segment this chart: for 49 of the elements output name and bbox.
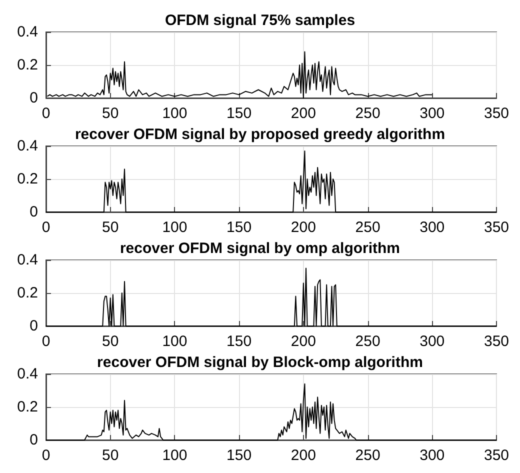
chart-title: recover OFDM signal by omp algorithm [120, 240, 400, 257]
x-tick-label: 350 [484, 219, 509, 236]
x-tick-label: 0 [42, 105, 50, 122]
x-tick-label: 150 [226, 219, 252, 236]
x-tick-label: 0 [42, 333, 50, 350]
x-tick-label: 350 [484, 333, 509, 350]
x-tick-label: 250 [355, 333, 380, 350]
x-tick-label: 350 [484, 447, 509, 464]
x-tick-label: 350 [484, 105, 509, 122]
y-tick-label: 0.2 [17, 398, 38, 416]
x-tick-label: 300 [420, 219, 445, 236]
x-tick-label: 300 [420, 105, 445, 122]
y-tick-label: 0.4 [17, 24, 38, 40]
x-tick-label: 150 [226, 105, 252, 122]
x-tick-label: 100 [162, 447, 188, 464]
x-tick-label: 200 [290, 333, 316, 350]
y-tick-label: 0 [30, 204, 38, 220]
x-tick-label: 50 [102, 219, 119, 236]
x-tick-label: 200 [290, 219, 316, 236]
x-tick-label: 50 [102, 333, 119, 350]
y-tick-label: 0 [30, 432, 38, 448]
line-series [46, 51, 433, 98]
y-tick-label: 0.2 [17, 284, 38, 302]
y-tick-label: 0 [30, 318, 38, 334]
y-tick-label: 0 [30, 90, 38, 106]
x-tick-label: 50 [102, 105, 119, 122]
x-tick-label: 50 [102, 447, 119, 464]
chart-title: OFDM signal 75% samples [164, 12, 356, 29]
y-tick-label: 0.2 [17, 56, 38, 74]
y-tick-label: 0.4 [17, 252, 38, 268]
chart-title: recover OFDM signal by Block-omp algorithm [97, 354, 423, 371]
x-tick-label: 200 [290, 105, 316, 122]
x-tick-label: 300 [420, 333, 445, 350]
x-tick-label: 250 [355, 219, 380, 236]
y-tick-label: 0.4 [17, 366, 38, 382]
x-tick-label: 250 [355, 105, 380, 122]
x-tick-label: 300 [420, 447, 445, 464]
x-tick-label: 100 [162, 105, 188, 122]
x-tick-label: 250 [355, 447, 380, 464]
x-tick-label: 0 [42, 447, 50, 464]
x-tick-label: 100 [162, 219, 188, 236]
x-tick-label: 100 [162, 333, 188, 350]
x-tick-label: 0 [42, 219, 50, 236]
x-tick-label: 200 [290, 447, 316, 464]
x-tick-label: 150 [226, 333, 252, 350]
chart-title: recover OFDM signal by proposed greedy algorithm [74, 126, 446, 143]
y-tick-label: 0.2 [17, 170, 38, 188]
x-tick-label: 150 [226, 447, 252, 464]
y-tick-label: 0.4 [17, 138, 38, 154]
